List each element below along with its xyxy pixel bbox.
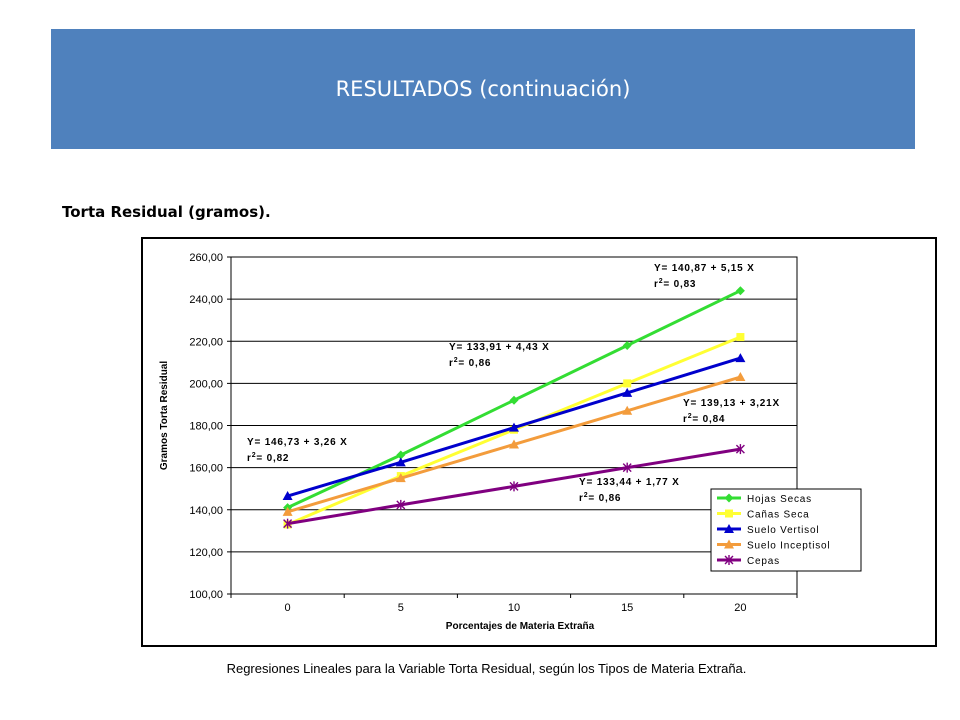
data-point (283, 518, 293, 529)
legend-label: Cepas (747, 556, 780, 567)
data-point (623, 379, 632, 388)
legend-marker (724, 555, 734, 565)
data-point (736, 333, 745, 342)
legend-label: Suelo Inceptisol (747, 541, 830, 552)
legend-marker (725, 509, 733, 518)
legend-item: Hojas Secas (717, 493, 812, 505)
legend-item: Cepas (717, 555, 780, 567)
y-tick-label: 140,00 (189, 505, 223, 517)
regression-annotation: Y= 140,87 + 5,15 X r2= 0,83 (654, 263, 755, 290)
data-point (735, 353, 746, 363)
data-point (735, 286, 745, 296)
r-squared-label: r2= 0,86 (449, 357, 491, 369)
r-squared-label: r2= 0,82 (247, 452, 289, 464)
legend-label: Hojas Secas (747, 494, 812, 505)
regression-equation: Y= 140,87 + 5,15 X (654, 263, 755, 274)
y-tick-label: 200,00 (189, 378, 223, 390)
data-point (509, 481, 519, 492)
regression-equation: Y= 139,13 + 3,21X (683, 398, 780, 409)
data-point (395, 473, 406, 483)
series-suelo-inceptisol (282, 372, 746, 516)
y-tick-label: 260,00 (189, 252, 223, 264)
legend-label: Cañas Seca (747, 510, 809, 521)
data-point (622, 405, 633, 415)
y-tick-label: 220,00 (189, 336, 223, 348)
legend: Hojas Secas Cañas Seca Suelo Vertisol Suelo… (710, 488, 862, 572)
series-suelo-vertisol (282, 353, 746, 501)
y-tick-label: 240,00 (189, 294, 223, 306)
legend-label: Suelo Vertisol (747, 525, 819, 536)
y-tick-label: 100,00 (189, 589, 223, 601)
data-point (282, 491, 293, 501)
x-tick-label: 0 (285, 602, 291, 614)
data-point (509, 422, 519, 432)
regression-equation: Y= 133,91 + 4,43 X (449, 342, 550, 353)
y-tick-label: 120,00 (189, 547, 223, 559)
regression-annotation: Y= 133,44 + 1,77 X r2= 0,86 (579, 477, 680, 504)
data-point (622, 387, 633, 397)
data-point (622, 462, 632, 473)
data-point (622, 340, 632, 350)
regression-annotation: Y= 139,13 + 3,21X r2= 0,84 (683, 398, 780, 425)
x-tick-label: 15 (621, 602, 633, 614)
y-tick-label: 180,00 (189, 421, 223, 433)
x-tick-label: 20 (734, 602, 746, 614)
series-cepas (283, 444, 745, 529)
regression-equation: Y= 133,44 + 1,77 X (579, 477, 680, 488)
legend-item: Suelo Inceptisol (717, 539, 830, 552)
regression-line-chart: 100,00 120,00 140,00 160,00 180,00 200,00 220,… (159, 252, 862, 632)
legend-marker (724, 524, 734, 533)
r-squared-label: r2= 0,84 (683, 413, 725, 425)
data-point (509, 439, 519, 449)
y-axis-label: Gramos Torta Residual (159, 361, 170, 471)
regression-equation: Y= 146,73 + 3,26 X (247, 437, 348, 448)
data-point (396, 450, 406, 460)
legend-item: Suelo Vertisol (717, 524, 819, 536)
chart-frame: 100,00 120,00 140,00 160,00 180,00 200,00 220,… (141, 237, 937, 647)
x-tick-label: 10 (508, 602, 520, 614)
legend-item: Cañas Seca (717, 509, 809, 521)
regression-annotation: Y= 146,73 + 3,26 X r2= 0,82 (247, 437, 348, 464)
title-banner: RESULTADOS (continuación) (51, 29, 915, 149)
x-axis-label: Porcentajes de Materia Extraña (446, 621, 595, 632)
x-tick-label: 5 (398, 602, 404, 614)
data-point (735, 444, 745, 455)
r-squared-label: r2= 0,83 (654, 278, 696, 290)
data-point (395, 457, 406, 467)
data-point (509, 395, 519, 405)
y-tick-label: 160,00 (189, 463, 223, 475)
data-point (396, 499, 406, 510)
r-squared-label: r2= 0,86 (579, 492, 621, 504)
figure-caption: Regresiones Lineales para la Variable To… (226, 661, 747, 676)
regression-annotation: Y= 133,91 + 4,43 X r2= 0,86 (449, 342, 550, 369)
data-point (735, 372, 746, 382)
legend-marker (724, 539, 734, 549)
data-point (282, 506, 293, 516)
legend-marker (724, 493, 734, 503)
section-subtitle: Torta Residual (gramos). (62, 203, 271, 221)
plot-border (230, 256, 798, 595)
page-title: RESULTADOS (continuación) (335, 77, 631, 101)
